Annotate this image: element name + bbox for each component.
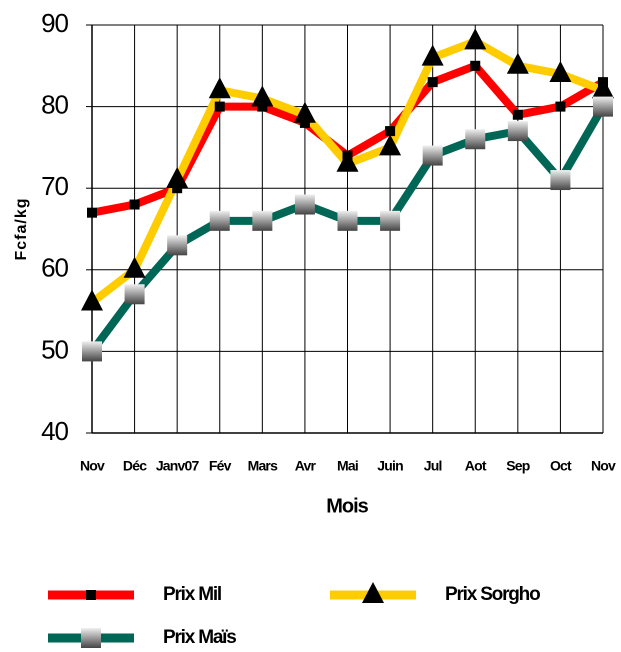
- data-point: [294, 194, 315, 215]
- legend-label: Prix Mil: [163, 584, 221, 605]
- x-axis-label: Mois: [326, 495, 368, 517]
- data-point: [592, 77, 614, 99]
- data-point: [550, 170, 571, 191]
- x-tick-label: Nov: [591, 458, 616, 474]
- data-point: [214, 101, 225, 112]
- data-point: [167, 235, 188, 256]
- data-point: [336, 150, 359, 172]
- x-tick-label: Jul: [424, 458, 442, 474]
- data-point: [124, 284, 145, 305]
- data-point: [81, 289, 103, 311]
- data-point: [385, 126, 396, 137]
- y-tick-label: 60: [41, 253, 68, 283]
- y-tick-label: 70: [41, 171, 68, 201]
- x-tick-label: Janv07: [156, 458, 200, 474]
- data-point: [82, 341, 102, 362]
- x-tick-label: Aot: [465, 458, 487, 474]
- y-tick-label: 50: [41, 334, 68, 364]
- data-point: [208, 77, 231, 99]
- data-point: [337, 210, 358, 231]
- x-tick-label: Oct: [550, 458, 572, 474]
- data-point: [555, 101, 566, 112]
- data-point: [209, 210, 230, 231]
- data-point: [123, 256, 146, 278]
- legend-marker: [81, 628, 101, 648]
- x-tick-label: Mai: [337, 458, 358, 474]
- legend-label: Prix Maïs: [163, 627, 236, 648]
- data-point: [380, 210, 401, 231]
- data-point: [87, 207, 97, 218]
- data-point: [166, 167, 189, 189]
- data-point: [172, 183, 183, 194]
- data-point: [252, 210, 273, 231]
- data-point: [506, 52, 529, 74]
- x-tick-label: Sep: [506, 458, 530, 474]
- data-point: [507, 121, 528, 142]
- y-axis-label: Fcfa/kg: [13, 197, 30, 260]
- data-point: [421, 44, 444, 66]
- y-tick-label: 90: [41, 8, 68, 38]
- y-tick-label: 80: [41, 89, 68, 119]
- data-point: [593, 96, 613, 117]
- x-tick-label: Juin: [377, 458, 403, 474]
- data-point: [129, 199, 140, 210]
- y-tick-label: 40: [41, 416, 68, 446]
- data-point: [549, 60, 572, 82]
- data-point: [465, 129, 486, 150]
- data-point: [427, 77, 438, 88]
- data-point: [257, 101, 268, 112]
- data-point: [512, 109, 523, 120]
- x-tick-label: Déc: [123, 458, 147, 474]
- legend-label: Prix Sorgho: [445, 584, 540, 605]
- data-point: [293, 101, 316, 123]
- legend-marker: [86, 590, 96, 600]
- x-tick-label: Nov: [80, 458, 105, 474]
- data-point: [379, 134, 402, 156]
- x-tick-label: Fév: [209, 458, 232, 474]
- data-point: [464, 28, 487, 50]
- x-tick-label: Mars: [248, 458, 278, 474]
- data-point: [422, 145, 443, 166]
- data-point: [299, 117, 310, 128]
- data-point: [470, 60, 481, 71]
- data-point: [251, 85, 274, 107]
- legend-marker: [362, 582, 384, 603]
- x-tick-label: Avr: [295, 458, 317, 474]
